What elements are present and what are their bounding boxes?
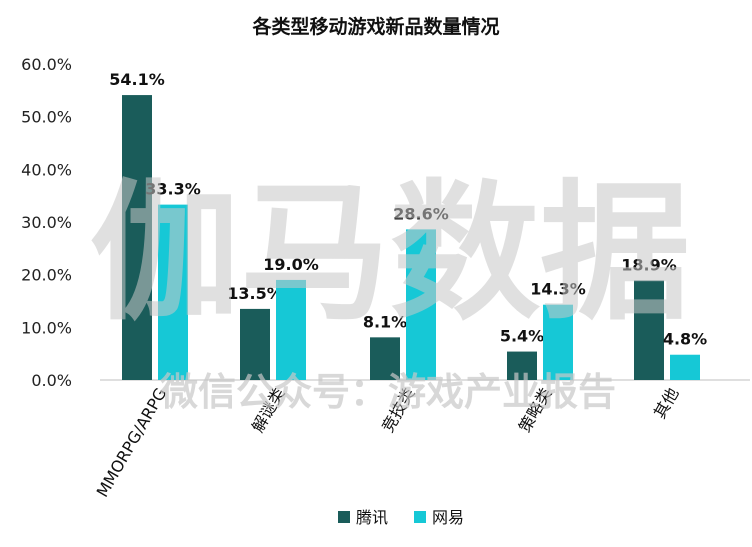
bar-tencent [634, 280, 664, 380]
bar-tencent [507, 351, 537, 380]
y-tick-label: 10.0% [21, 318, 72, 337]
y-tick-label: 30.0% [21, 213, 72, 232]
bar-netease [276, 279, 306, 380]
data-label: 8.1% [363, 312, 407, 331]
y-tick-label: 20.0% [21, 266, 72, 285]
watermark-sub: 微信公众号：游戏产业报告 [159, 370, 616, 414]
bar-netease [670, 354, 700, 380]
data-label: 5.4% [500, 327, 544, 346]
watermark-main: 伽马数据 [90, 167, 690, 341]
data-label: 28.6% [393, 204, 449, 223]
bar-tencent [240, 308, 270, 380]
chart-title: 各类型移动游戏新品数量情况 [251, 15, 499, 38]
data-label: 14.3% [530, 280, 586, 299]
legend-swatch-tencent [338, 511, 350, 523]
legend-label: 网易 [432, 508, 464, 527]
y-tick-label: 40.0% [21, 160, 72, 179]
legend-swatch-netease [414, 511, 426, 523]
y-tick-label: 50.0% [21, 108, 72, 127]
bar-netease [543, 304, 573, 380]
data-label: 13.5% [227, 284, 283, 303]
legend: 腾讯 网易 [338, 508, 464, 527]
watermark: 伽马数据 微信公众号：游戏产业报告 [90, 167, 690, 414]
data-label: 18.9% [621, 255, 677, 274]
data-label: 54.1% [109, 70, 165, 89]
data-label: 4.8% [663, 330, 707, 349]
data-label: 33.3% [145, 180, 201, 199]
y-tick-label: 0.0% [31, 371, 72, 390]
x-tick-label: 其他 [650, 385, 682, 422]
x-tick-label: MMORPG/ARPG [93, 385, 171, 501]
data-label: 19.0% [263, 255, 319, 274]
legend-label: 腾讯 [356, 508, 388, 527]
bar-netease [406, 229, 436, 380]
bar-netease [158, 204, 188, 380]
y-tick-label: 60.0% [21, 55, 72, 74]
bar-tencent [122, 95, 152, 380]
bar-tencent [370, 337, 400, 380]
